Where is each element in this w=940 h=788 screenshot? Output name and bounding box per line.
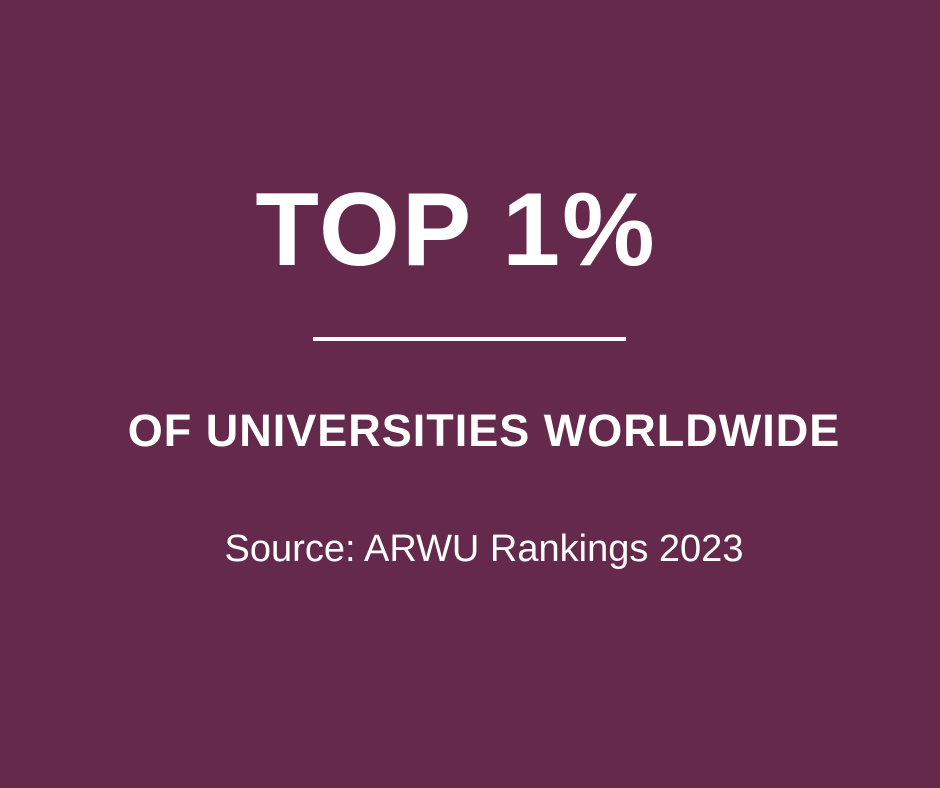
divider [313, 337, 626, 341]
headline: TOP 1% [255, 172, 657, 288]
subheadline: OF UNIVERSITIES WORLDWIDE [127, 405, 841, 456]
source-text: Source: ARWU Rankings 2023 [224, 528, 744, 570]
